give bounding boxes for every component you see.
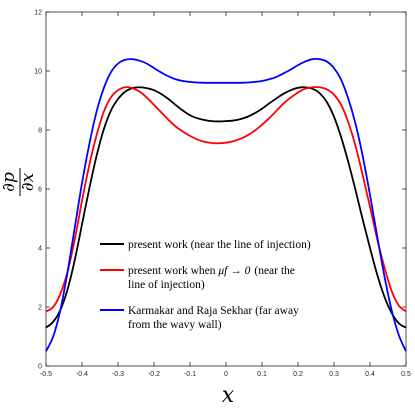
y-tick-label: 2 [38,305,42,312]
y-axis-label-numerator: ∂p [0,172,19,192]
x-tick-label: -0.5 [40,371,52,378]
series-lines [45,58,407,352]
legend-entry-2-line-1: present work when [128,265,218,277]
x-axis-label-text: x [222,383,235,408]
y-tick-label: 10 [34,69,42,76]
x-tick-label: -0.1 [184,371,196,378]
x-tick-label: 0.2 [293,371,303,378]
x-tick-label: -0.2 [148,371,160,378]
legend-entry-2: present work when μf → 0 (near the [128,265,295,277]
legend-entry-2-cont: line of injection) [128,279,205,291]
x-tick-label: -0.4 [76,371,88,378]
legend-entry-3: Karmakar and Raja Sekhar (far away [128,305,299,317]
y-tick-label: 12 [34,10,42,17]
y-tick-label: 0 [38,364,42,371]
legend: present work (near the line of injection… [100,239,311,331]
x-tick-label: 0.4 [365,371,375,378]
series-line-present-work [45,86,407,329]
x-axis-ticks: -0.5 -0.4 -0.3 -0.2 -0.1 0 0.1 0.2 0.3 0.4 0.5 [40,12,411,378]
legend-entry-3-cont: from the wavy wall) [128,319,222,331]
x-axis-label: x [222,383,235,408]
series-line-present-work-mu-zero [45,86,407,313]
y-axis-label: ∂p ∂x [0,168,38,196]
x-tick-label: 0.5 [401,371,411,378]
y-axis-label-denominator: ∂x [18,172,38,191]
x-tick-label: 0 [224,371,228,378]
y-tick-label: 4 [38,246,42,253]
y-tick-label: 6 [38,187,42,194]
legend-entry-2-math: μf → 0 [217,265,250,277]
y-axis-ticks: 0 2 4 6 8 10 12 [34,10,406,371]
legend-entry-1: present work (near the line of injection… [128,239,311,251]
legend-entry-2-line-1b: (near the [254,265,295,277]
x-tick-label: 0.3 [329,371,339,378]
y-tick-label: 8 [38,128,42,135]
x-tick-label: -0.3 [112,371,124,378]
series-line-karmakar-raja-sekhar [45,58,407,352]
x-tick-label: 0.1 [257,371,267,378]
